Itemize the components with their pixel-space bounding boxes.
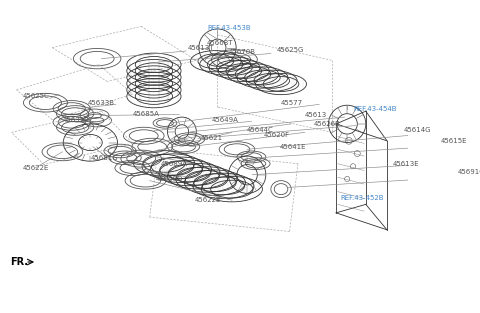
Text: 45621: 45621 xyxy=(201,135,223,141)
Text: 45577: 45577 xyxy=(281,100,303,106)
Text: 45644C: 45644C xyxy=(247,127,274,133)
Text: 45622E: 45622E xyxy=(23,165,49,171)
Text: 45689A: 45689A xyxy=(161,161,188,167)
Text: 45622E: 45622E xyxy=(194,197,221,203)
Text: 45613: 45613 xyxy=(305,112,327,118)
Text: 45649A: 45649A xyxy=(212,117,239,123)
Text: 45620F: 45620F xyxy=(264,132,290,138)
Text: REF.43-452B: REF.43-452B xyxy=(340,195,384,201)
Text: 45641E: 45641E xyxy=(279,144,306,150)
Text: 45614G: 45614G xyxy=(404,127,432,133)
Text: 45685A: 45685A xyxy=(133,111,160,117)
Text: 45670B: 45670B xyxy=(228,49,255,55)
Text: 45633B: 45633B xyxy=(88,100,115,106)
Text: 45668T: 45668T xyxy=(206,40,233,46)
Text: FR.: FR. xyxy=(10,257,28,267)
Text: 45681G: 45681G xyxy=(90,155,118,161)
Text: 45626B: 45626B xyxy=(313,121,340,127)
Text: 45691C: 45691C xyxy=(457,169,480,175)
Text: REF.43-454B: REF.43-454B xyxy=(353,106,396,112)
Text: 45625G: 45625G xyxy=(277,47,304,53)
Text: 45613E: 45613E xyxy=(393,161,420,167)
Text: 45615E: 45615E xyxy=(440,138,467,144)
Text: 45625C: 45625C xyxy=(23,93,49,99)
Text: REF.43-453B: REF.43-453B xyxy=(207,25,251,31)
Text: 45613T: 45613T xyxy=(188,45,215,51)
Text: 45659D: 45659D xyxy=(156,176,183,182)
Text: 45632B: 45632B xyxy=(62,117,89,123)
